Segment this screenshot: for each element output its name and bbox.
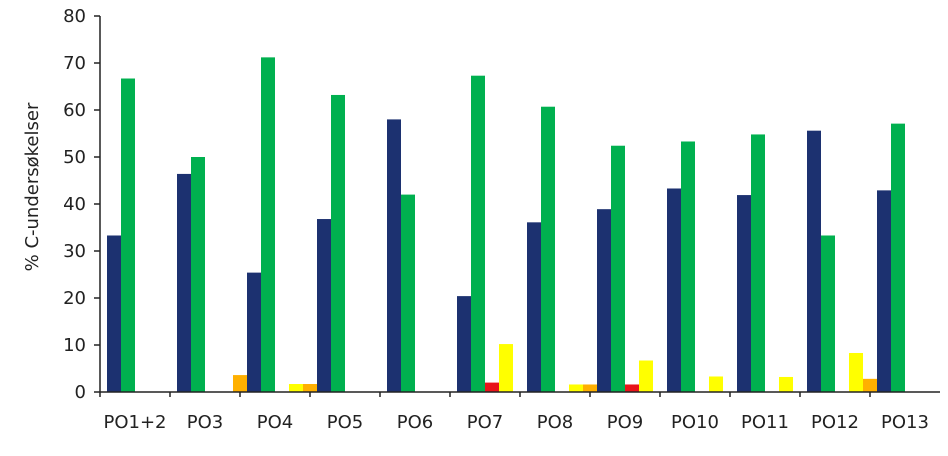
- bar-po7-series-1: [457, 296, 471, 392]
- bar-po5-series-1: [317, 219, 331, 392]
- y-tick-label: 40: [63, 194, 86, 215]
- x-category-label: PO3: [187, 412, 223, 433]
- bar-po12-series-1: [807, 130, 821, 392]
- bar-po7-series-2: [471, 75, 485, 392]
- bar-po1-2-series-1: [107, 235, 121, 392]
- bar-po12-series-5: [863, 378, 877, 392]
- bar-po8-series-2: [541, 106, 555, 393]
- x-category-label: PO7: [467, 412, 503, 433]
- x-category-label: PO9: [607, 412, 643, 433]
- bar-po7-series-3: [485, 382, 499, 392]
- bar-po13-series-2: [891, 123, 905, 392]
- bar-po3-series-5: [233, 375, 247, 392]
- bar-po4-series-5: [303, 384, 317, 392]
- bar-po3-series-1: [177, 173, 191, 392]
- bar-po9-series-4: [639, 360, 653, 392]
- bar-po5-series-2: [331, 94, 345, 393]
- y-tick-label: 30: [63, 241, 86, 262]
- bar-po6-series-2: [401, 194, 415, 392]
- bars-layer: [107, 57, 905, 393]
- x-category-label: PO11: [741, 412, 789, 433]
- x-category-label: PO8: [537, 412, 573, 433]
- y-axis-title: % C-undersøkelser: [22, 102, 43, 271]
- bar-po8-series-5: [583, 384, 597, 392]
- bar-po4-series-1: [247, 272, 261, 392]
- bar-po4-series-2: [261, 57, 275, 393]
- x-category-label: PO10: [671, 412, 719, 433]
- bar-po8-series-1: [527, 222, 541, 392]
- bar-po11-series-1: [737, 195, 751, 392]
- x-category-label: PO13: [881, 412, 929, 433]
- x-labels-layer: PO1+2 PO3 PO4 PO5 PO6 PO7 PO8 PO9 PO10 PO11 PO12 PO…: [99, 392, 929, 433]
- y-tick-label: 60: [63, 100, 86, 121]
- x-category-label: PO1+2: [103, 412, 166, 433]
- y-tick-label: 0: [75, 382, 86, 403]
- bar-po12-series-4: [849, 352, 863, 392]
- bar-po10-series-2: [681, 141, 695, 392]
- bar-po11-series-2: [751, 134, 765, 392]
- bar-po3-series-2: [191, 157, 205, 392]
- y-ticks-layer: 0 10 20 30 40 50 60 70 80: [63, 6, 100, 403]
- x-category-label: PO6: [397, 412, 433, 433]
- bar-po9-series-1: [597, 209, 611, 392]
- bar-po1-2-series-2: [121, 78, 135, 392]
- bar-po13-series-1: [877, 190, 891, 392]
- y-tick-label: 10: [63, 335, 86, 356]
- y-tick-label: 70: [63, 53, 86, 74]
- x-category-label: PO4: [257, 412, 293, 433]
- bar-po6-series-1: [387, 119, 401, 393]
- bar-po9-series-3: [625, 384, 639, 392]
- x-category-label: PO12: [811, 412, 859, 433]
- bar-po10-series-4: [709, 376, 723, 392]
- bar-po8-series-4: [569, 384, 583, 392]
- y-tick-label: 50: [63, 147, 86, 168]
- bar-po12-series-2: [821, 235, 835, 392]
- bar-po9-series-2: [611, 145, 625, 392]
- bar-po10-series-1: [667, 188, 681, 392]
- bar-po7-series-4: [499, 344, 513, 392]
- y-tick-label: 80: [63, 6, 86, 27]
- x-category-label: PO5: [327, 412, 363, 433]
- bar-po4-series-4: [289, 384, 303, 392]
- y-tick-label: 20: [63, 288, 86, 309]
- bar-po11-series-4: [779, 376, 793, 392]
